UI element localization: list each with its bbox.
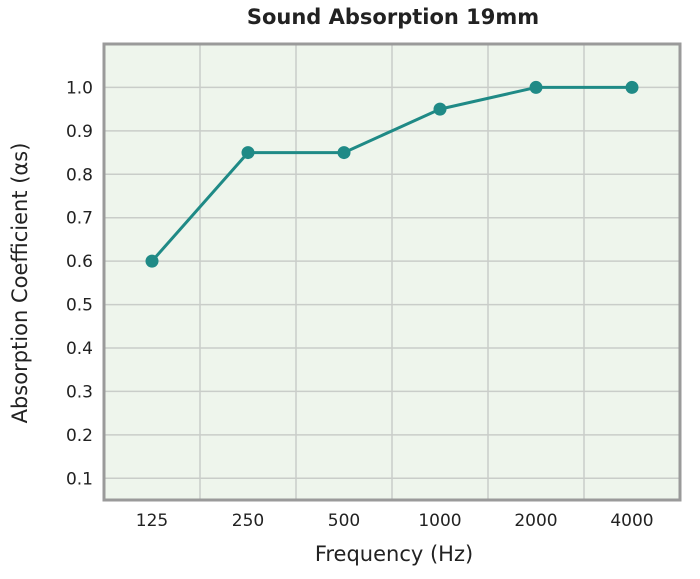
y-tick-label: 0.6	[66, 252, 93, 272]
y-axis-label: Absorption Coefficient (αs)	[8, 143, 32, 424]
y-tick-label: 0.9	[66, 122, 93, 142]
y-tick-label: 0.2	[66, 426, 93, 446]
data-point-1000	[433, 102, 447, 116]
y-tick-labels: 0.1 0.2 0.3 0.4 0.5 0.6 0.7 0.8 0.9 1.0	[66, 78, 93, 489]
data-point-125	[145, 254, 159, 268]
y-tick-label: 0.4	[66, 339, 93, 359]
x-tick-label: 250	[232, 511, 264, 531]
data-points	[145, 80, 639, 268]
x-tick-label: 2000	[514, 511, 557, 531]
data-point-250	[241, 146, 255, 160]
x-tick-labels: 125 250 500 1000 2000 4000	[136, 511, 654, 531]
data-point-2000	[529, 80, 543, 94]
plot-frame	[102, 42, 682, 502]
data-point-4000	[625, 80, 639, 94]
chart-title: Sound Absorption 19mm	[247, 5, 539, 29]
y-tick-label: 0.3	[66, 382, 93, 402]
y-tick-label: 1.0	[66, 78, 93, 98]
x-tick-label: 4000	[610, 511, 653, 531]
y-tick-label: 0.1	[66, 469, 93, 489]
x-tick-label: 1000	[418, 511, 461, 531]
x-axis-label: Frequency (Hz)	[315, 542, 473, 566]
x-tick-label: 500	[328, 511, 360, 531]
data-point-500	[337, 146, 351, 160]
y-tick-label: 0.8	[66, 165, 93, 185]
series-line	[150, 85, 632, 263]
y-tick-label: 0.7	[66, 209, 93, 229]
y-tick-label: 0.5	[66, 296, 93, 316]
x-tick-label: 125	[136, 511, 168, 531]
